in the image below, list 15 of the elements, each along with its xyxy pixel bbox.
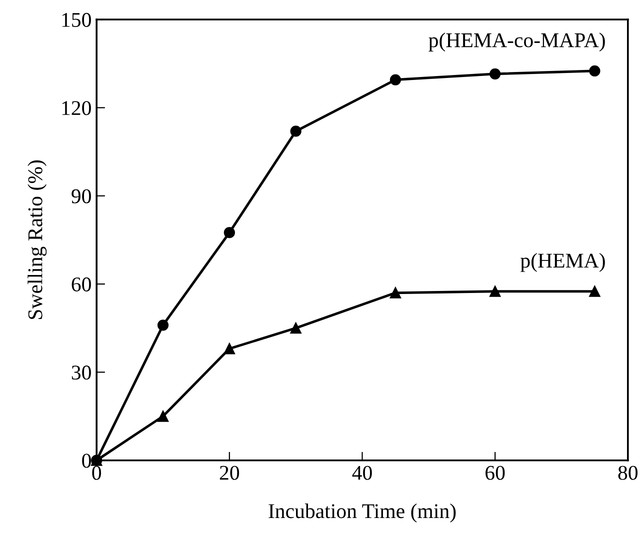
- y-axis-title: Swelling Ratio (%): [28, 160, 47, 319]
- y-tick-label: 60: [72, 277, 91, 292]
- y-tick-label: 0: [82, 454, 91, 468]
- series-label: p(HEMA-co-MAPA): [428, 32, 605, 52]
- x-tick-label: 0: [92, 466, 102, 480]
- x-tick-label: 40: [352, 466, 372, 480]
- y-tick-label: 150: [62, 12, 91, 27]
- y-tick-label: 120: [62, 101, 91, 116]
- x-tick-label: 20: [220, 466, 240, 480]
- x-axis-title: Incubation Time (min): [268, 504, 456, 522]
- y-tick-label: 30: [72, 366, 91, 380]
- y-tick-label: 90: [72, 189, 91, 204]
- x-tick-label: 60: [486, 466, 505, 480]
- x-tick-label: 80: [618, 466, 638, 480]
- series-label: p(HEMA): [520, 253, 605, 272]
